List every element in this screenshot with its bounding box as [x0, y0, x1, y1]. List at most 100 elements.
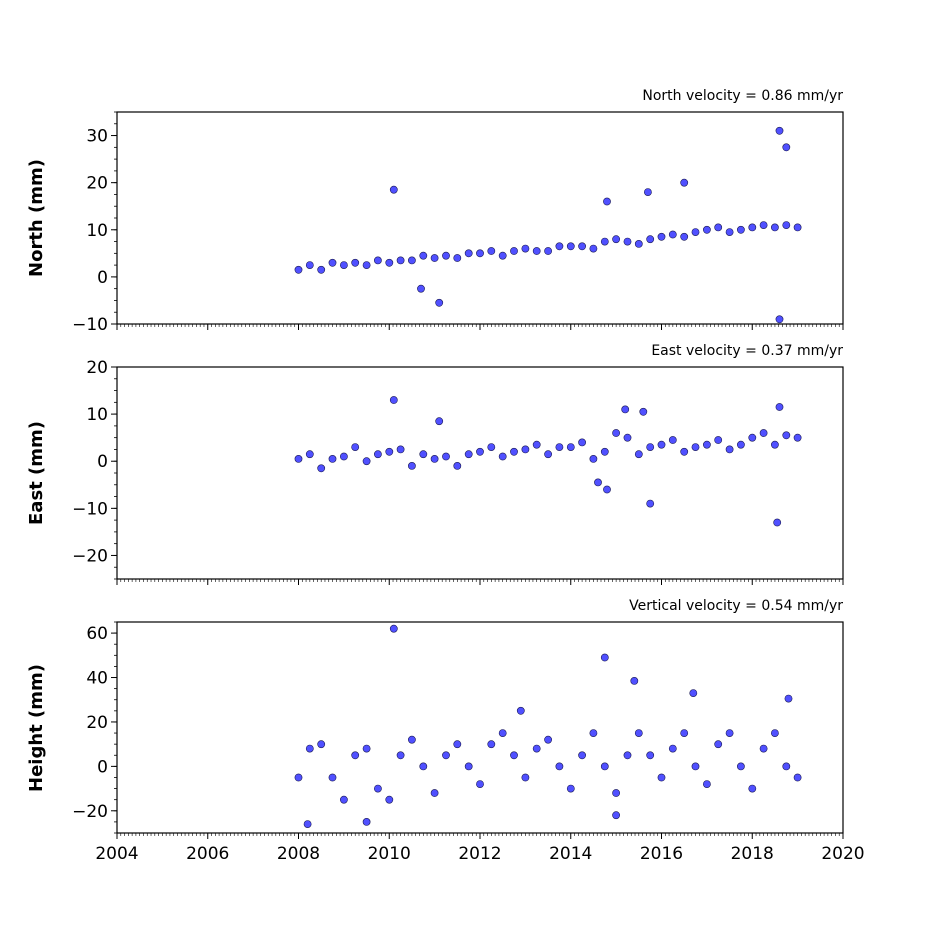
north-data-point — [417, 284, 425, 293]
height-y-axis-label: Height (mm) — [26, 664, 47, 792]
height-data-point — [793, 773, 802, 782]
height-data-point — [771, 729, 779, 737]
height-data-point — [521, 773, 530, 782]
east-data-point — [773, 518, 782, 527]
east-data-point — [612, 429, 620, 437]
height-data-point — [294, 773, 303, 782]
height-data-point — [544, 735, 552, 744]
north-data-point — [566, 242, 575, 251]
east-data-point — [521, 445, 530, 454]
height-y-tick-label: −20 — [72, 802, 108, 822]
height-data-point — [748, 784, 757, 793]
north-data-point — [294, 265, 303, 274]
height-y-tick-label: 60 — [86, 624, 108, 644]
north-data-point — [603, 197, 611, 206]
north-data-point — [668, 230, 677, 239]
north-data-point — [362, 261, 371, 269]
east-data-point — [634, 450, 643, 459]
north-data-point — [373, 256, 382, 265]
height-data-point — [362, 744, 371, 753]
height-data-point — [714, 740, 723, 749]
height-data-point — [362, 818, 371, 826]
height-data-point — [442, 751, 450, 760]
east-data-point — [657, 440, 666, 449]
height-data-point — [532, 744, 541, 753]
height-data-point — [419, 762, 428, 771]
north-x-ticks — [116, 324, 844, 330]
height-data-point — [476, 780, 484, 788]
east-data-point — [476, 447, 484, 456]
height-data-point — [566, 784, 575, 793]
east-points — [294, 396, 802, 527]
north-data-point — [691, 228, 700, 236]
height-data-point — [630, 677, 639, 685]
east-y-tick-label: −10 — [72, 499, 108, 519]
east-data-point — [771, 440, 779, 449]
east-y-tick-label: 0 — [97, 452, 108, 472]
north-data-point — [775, 315, 784, 324]
north-data-point — [623, 237, 632, 246]
north-data-point — [351, 258, 360, 267]
east-data-point — [453, 461, 462, 470]
north-data-point — [419, 251, 428, 260]
height-data-point — [487, 740, 496, 749]
north-data-point — [748, 223, 757, 232]
height-data-point — [623, 751, 632, 760]
east-data-point — [621, 405, 630, 414]
east-data-point — [725, 445, 734, 454]
north-y-tick-label: 10 — [86, 221, 108, 241]
height-data-point — [600, 653, 609, 662]
north-data-point — [442, 251, 450, 260]
north-data-point — [657, 232, 666, 241]
height-data-point — [328, 773, 337, 782]
north-data-point — [589, 244, 598, 253]
height-data-point — [339, 795, 348, 804]
height-data-point — [351, 751, 360, 760]
height-data-point — [589, 729, 598, 737]
east-data-point — [555, 443, 564, 451]
east-data-point — [646, 443, 655, 451]
north-data-point — [430, 254, 439, 262]
east-data-point — [532, 440, 541, 449]
east-data-point — [435, 417, 444, 426]
height-data-point — [516, 706, 525, 715]
east-data-point — [703, 440, 711, 449]
height-data-point — [703, 780, 711, 788]
east-data-point — [498, 452, 507, 461]
east-data-point — [487, 443, 496, 451]
north-data-point — [305, 261, 314, 269]
height-data-point — [612, 811, 620, 820]
north-data-point — [793, 223, 802, 232]
east-data-point — [600, 447, 609, 456]
east-data-point — [373, 450, 382, 459]
north-data-point — [396, 256, 405, 265]
height-data-point — [407, 735, 416, 744]
height-data-point — [634, 729, 643, 737]
north-data-point — [498, 251, 507, 260]
height-data-point — [305, 744, 314, 753]
north-points — [294, 126, 802, 324]
height-data-point — [396, 751, 405, 760]
height-data-point — [373, 784, 382, 793]
height-x-tick-label: 2004 — [95, 844, 138, 864]
north-velocity-title: North velocity = 0.86 mm/yr — [642, 88, 843, 104]
height-data-point — [737, 762, 745, 771]
east-data-point — [623, 433, 632, 442]
north-data-point — [328, 258, 337, 267]
east-data-point — [566, 443, 575, 451]
north-data-point — [317, 265, 326, 274]
north-y-tick-label: 30 — [86, 127, 108, 147]
east-data-point — [544, 450, 552, 459]
east-data-point — [737, 440, 745, 449]
height-data-point — [303, 820, 312, 828]
east-data-point — [294, 454, 303, 463]
north-data-point — [521, 244, 530, 253]
height-x-tick-label: 2020 — [821, 844, 864, 864]
east-data-point — [603, 485, 611, 494]
north-data-point — [646, 235, 655, 244]
height-data-point — [389, 624, 398, 633]
north-data-point — [510, 247, 518, 255]
height-data-point — [612, 789, 620, 797]
east-data-point — [464, 450, 473, 459]
